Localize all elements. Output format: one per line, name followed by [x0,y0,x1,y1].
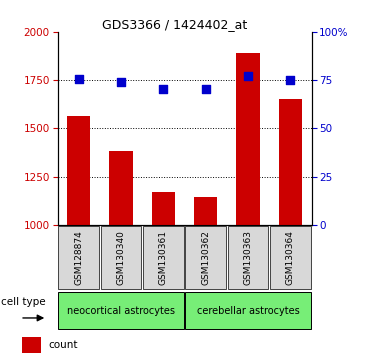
FancyBboxPatch shape [58,292,184,329]
Point [288,77,293,82]
Bar [109,150,133,225]
FancyBboxPatch shape [101,226,141,289]
FancyBboxPatch shape [186,292,311,329]
Bar [67,116,90,225]
FancyBboxPatch shape [186,226,226,289]
Text: GSM130363: GSM130363 [244,230,253,285]
FancyBboxPatch shape [270,226,311,289]
FancyBboxPatch shape [58,226,99,289]
FancyBboxPatch shape [228,226,269,289]
Text: neocortical astrocytes: neocortical astrocytes [67,306,175,316]
Bar [194,197,217,225]
Text: GSM130362: GSM130362 [201,230,210,285]
Point [76,76,82,82]
Text: GSM128874: GSM128874 [74,230,83,285]
Point [160,86,166,92]
Text: GSM130340: GSM130340 [116,230,125,285]
Point [118,80,124,85]
Text: GDS3366 / 1424402_at: GDS3366 / 1424402_at [102,18,247,31]
Bar [22,337,41,353]
Text: GSM130364: GSM130364 [286,230,295,285]
Text: cerebellar astrocytes: cerebellar astrocytes [197,306,299,316]
Bar [236,53,260,225]
Text: GSM130361: GSM130361 [159,230,168,285]
Text: count: count [48,340,78,350]
Text: cell type: cell type [1,297,46,307]
Bar [152,192,175,225]
Bar [279,99,302,225]
Point [245,73,251,79]
Point [203,86,209,92]
FancyBboxPatch shape [143,226,184,289]
